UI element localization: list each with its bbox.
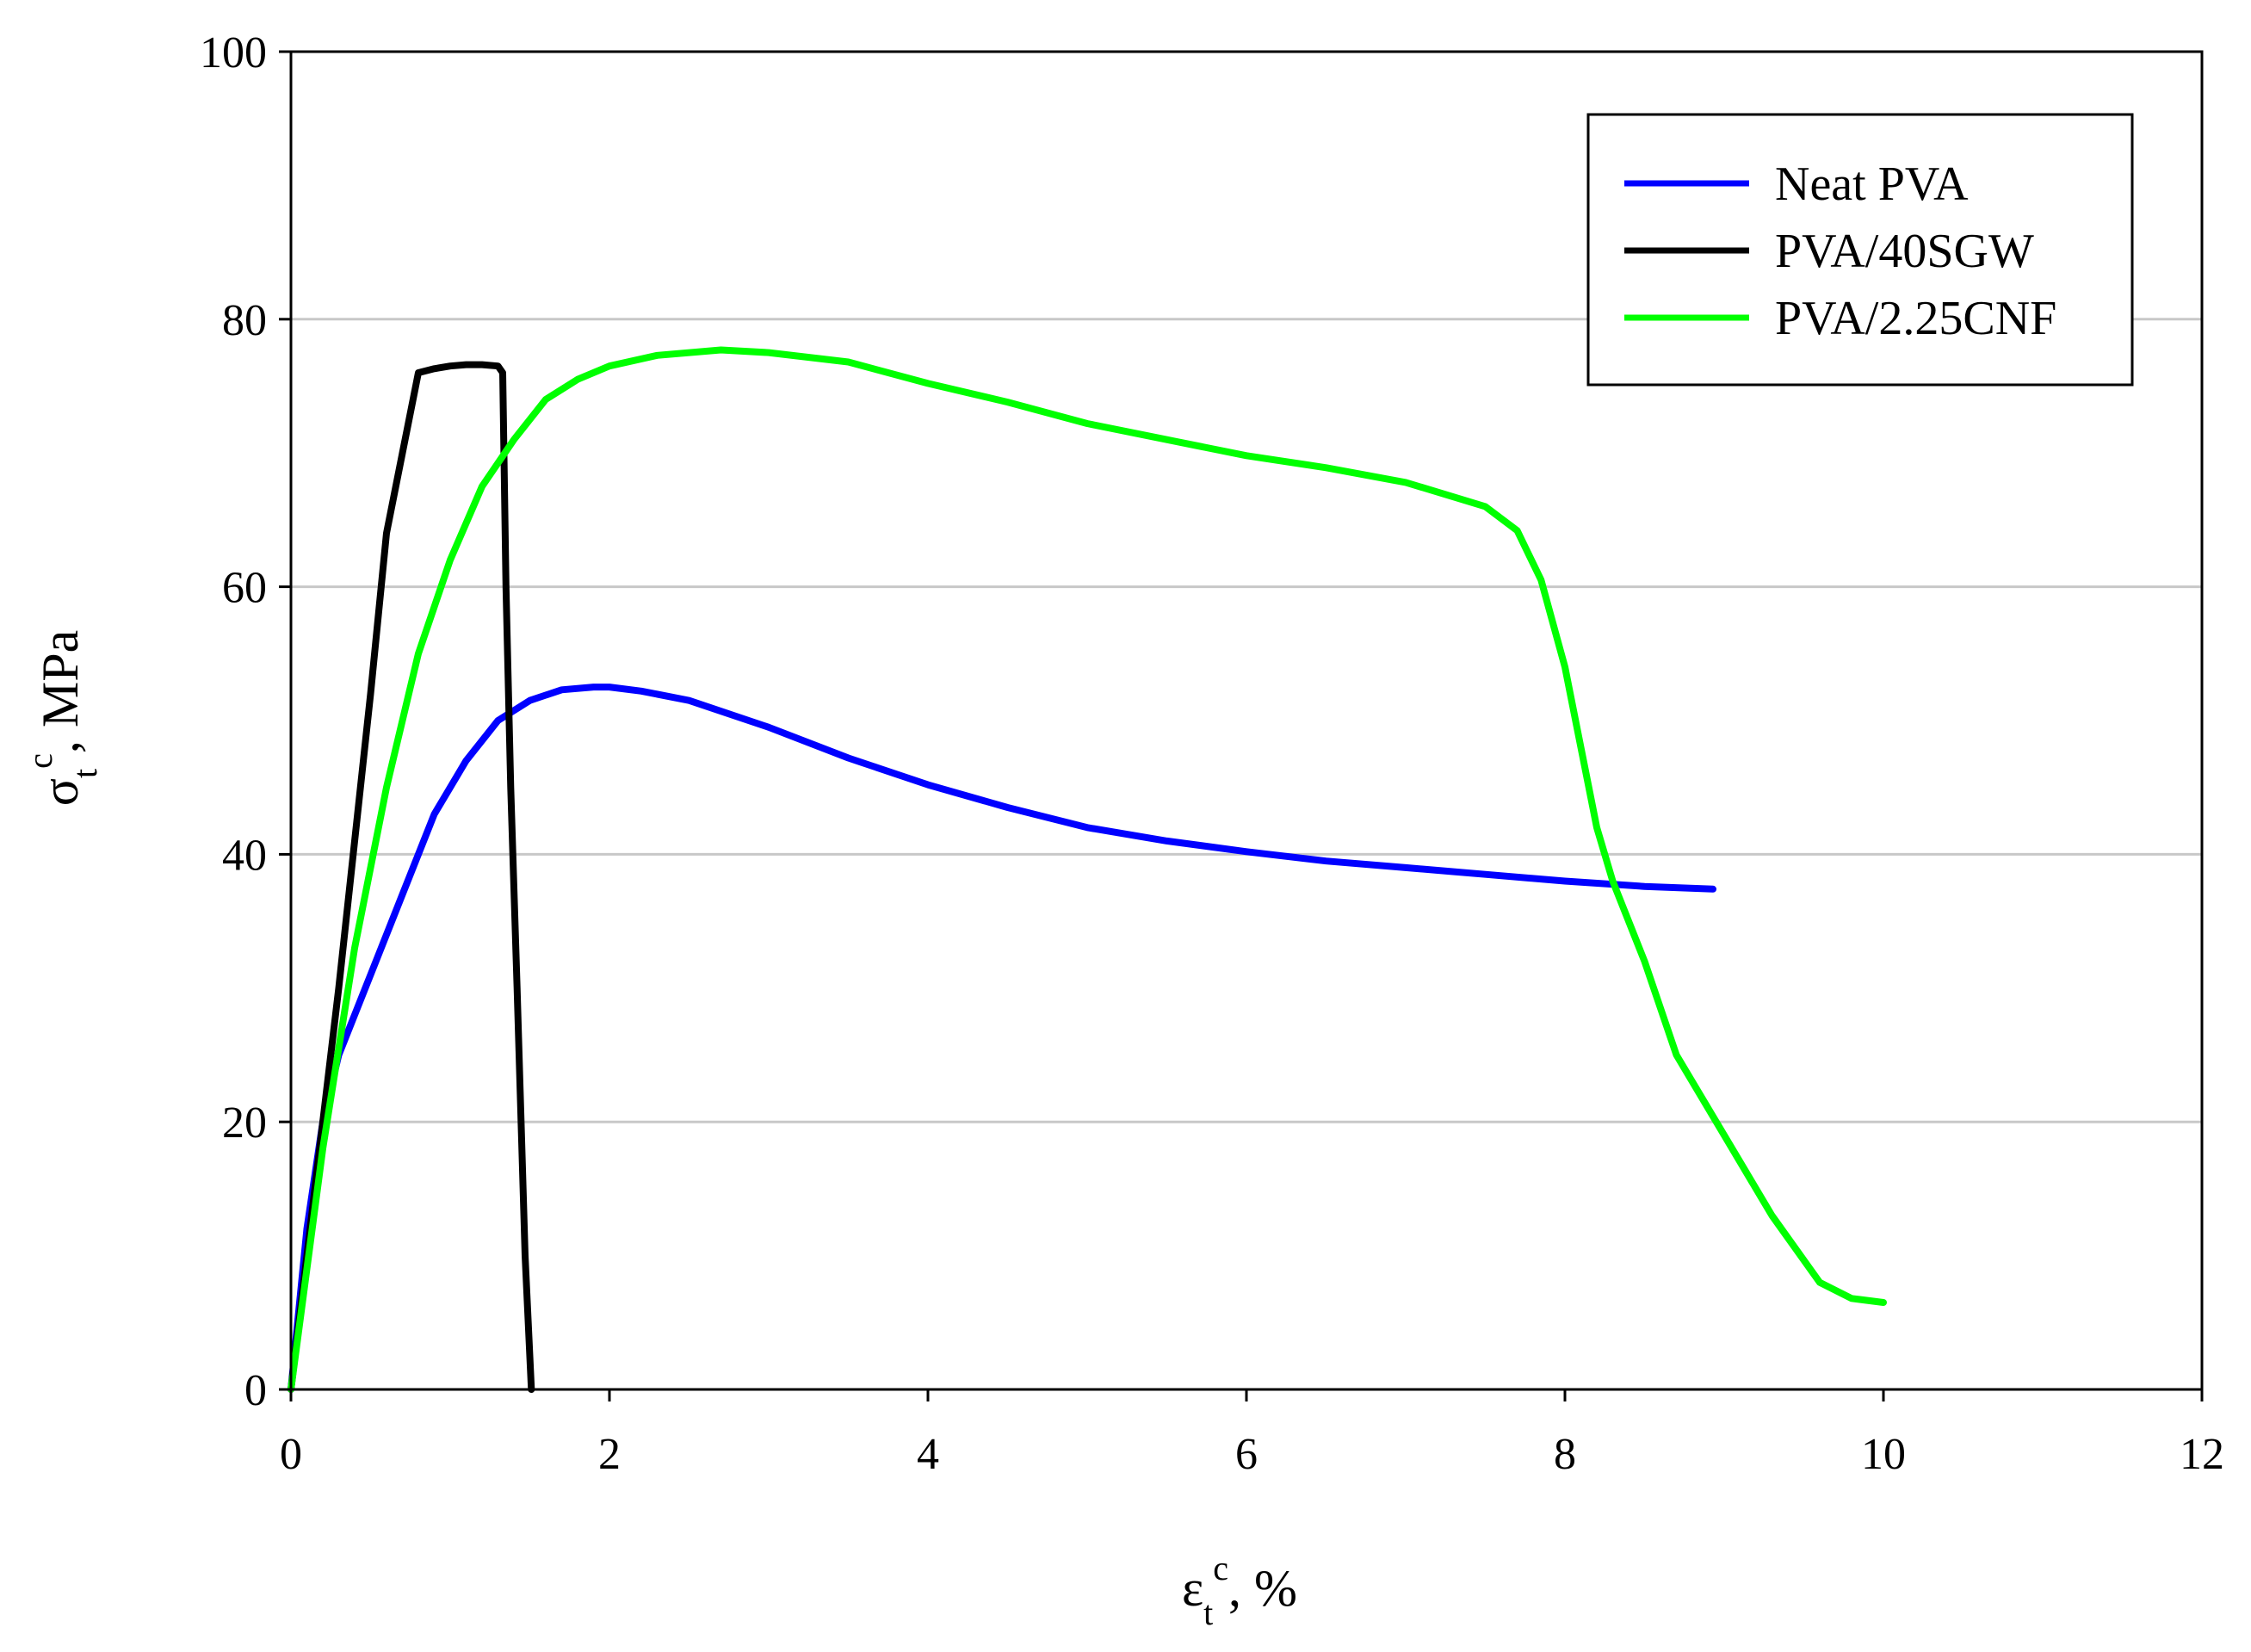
y-tick-label: 100 [200, 28, 267, 77]
series-line-neat-pva [288, 684, 1716, 1393]
x-tick-label: 4 [917, 1430, 939, 1479]
x-tick-label: 10 [1861, 1430, 1906, 1479]
x-tick-label: 2 [598, 1430, 621, 1479]
y-axis-title: σtc, MPa [21, 630, 104, 807]
series-line-pva-2-25cnf [288, 346, 1887, 1393]
x-tick-label: 0 [280, 1430, 302, 1479]
x-tick-label: 12 [2180, 1430, 2224, 1479]
series-line-pva-40sgw [288, 361, 535, 1393]
y-tick-label: 20 [222, 1098, 267, 1148]
x-axis-title: εtc, % [1182, 1549, 1297, 1632]
axes [279, 50, 2204, 1401]
y-tick-label: 80 [222, 296, 267, 345]
legend-label-pva-40sgw: PVA/40SGW [1775, 225, 2034, 278]
x-tick-label: 6 [1235, 1430, 1258, 1479]
series-lines [288, 346, 1887, 1393]
y-tick-label: 60 [222, 564, 267, 613]
y-tick-label: 0 [244, 1366, 267, 1415]
x-tick-label: 8 [1554, 1430, 1576, 1479]
y-tick-label: 40 [222, 831, 267, 880]
tick-labels: 0 20 40 60 80 100 0 2 4 6 8 10 12 [200, 28, 2224, 1479]
legend: Neat PVA PVA/40SGW PVA/2.25CNF [1586, 113, 2134, 387]
legend-label-neat-pva: Neat PVA [1775, 158, 1969, 211]
legend-label-pva-2-25cnf: PVA/2.25CNF [1775, 292, 2056, 345]
